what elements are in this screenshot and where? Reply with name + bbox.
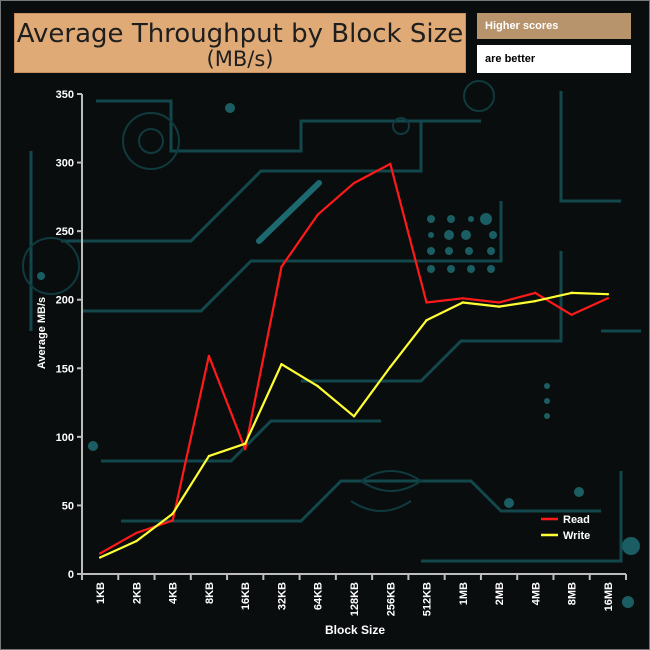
data-point-read (570, 313, 573, 316)
data-point-read (389, 162, 392, 166)
data-point-read (316, 213, 319, 216)
data-point-write (280, 362, 283, 366)
y-tick-label: 200 (56, 295, 74, 307)
x-tick-label: 1KB (95, 582, 107, 604)
chart-title-box: Average Throughput by Block Size (MB/s) (14, 13, 466, 73)
data-point-read (98, 552, 102, 555)
data-point-write (135, 539, 138, 543)
series-lines (98, 162, 610, 559)
axes (81, 94, 626, 575)
series-line-write (99, 291, 608, 559)
x-tick-label: 2KB (131, 582, 143, 604)
data-point-read (280, 265, 283, 268)
data-point-read (135, 531, 138, 535)
data-point-write (606, 293, 610, 296)
x-tick-label: 4MB (530, 582, 542, 605)
data-point-write (244, 442, 247, 445)
legend-label-write: Write (563, 530, 590, 542)
data-point-read (425, 301, 428, 304)
data-point-read (606, 297, 610, 300)
y-tick-label: 250 (56, 226, 74, 238)
y-tick-label: 350 (56, 89, 74, 101)
series-line-read (99, 162, 609, 555)
x-tick-label: 16KB (240, 582, 252, 610)
y-tick-label: 50 (62, 500, 74, 512)
y-ticks: 0 50 100 150 200 250 300 350 (56, 89, 82, 581)
data-point-read (352, 181, 356, 185)
x-tick-label: 256KB (385, 582, 397, 616)
data-point-read (171, 519, 174, 522)
data-point-write (570, 291, 573, 295)
data-point-write (425, 319, 428, 322)
x-tick-label: 2MB (494, 582, 506, 605)
legend-label-read: Read (563, 514, 590, 526)
x-tick-label: 32KB (276, 582, 288, 610)
data-point-write (389, 365, 392, 369)
chart-title: Average Throughput by Block Size (16, 19, 464, 49)
chart-subtitle: (MB/s) (206, 47, 274, 71)
x-tick-label: 16MB (603, 582, 615, 611)
data-point-read (461, 297, 464, 300)
data-point-write (497, 305, 501, 308)
data-point-write (316, 384, 319, 388)
data-point-read (534, 291, 537, 295)
data-point-read (207, 354, 211, 358)
y-tick-label: 150 (56, 363, 74, 375)
x-axis-label: Block Size (325, 623, 385, 637)
data-point-write (352, 415, 356, 418)
y-axis-label: Average MB/s (36, 297, 48, 369)
data-point-write (171, 512, 174, 515)
data-point-write (98, 556, 102, 559)
x-tick-label: 512KB (422, 582, 434, 616)
x-tick-label: 8KB (204, 582, 216, 604)
x-tick-label: 1MB (458, 582, 470, 605)
x-ticks: 1KB 2KB 4KB 8KB 16KB 32KB 64KB 128KB 256KB 512KB 1… (81, 574, 627, 616)
x-tick-label: 4KB (168, 582, 180, 604)
data-point-read (244, 448, 247, 451)
data-point-read (497, 301, 501, 304)
data-point-write (534, 299, 537, 303)
y-tick-label: 100 (56, 432, 74, 444)
note-higher-scores: Higher scores (477, 13, 631, 39)
y-tick-label: 0 (68, 569, 74, 581)
data-point-write (461, 301, 464, 304)
x-tick-label: 128KB (349, 582, 361, 616)
note-are-better: are better (477, 45, 631, 73)
data-point-write (207, 454, 211, 458)
y-tick-label: 300 (56, 158, 74, 170)
legend: Read Write (541, 514, 590, 542)
x-tick-label: 64KB (313, 582, 325, 610)
x-tick-label: 8MB (567, 582, 579, 605)
